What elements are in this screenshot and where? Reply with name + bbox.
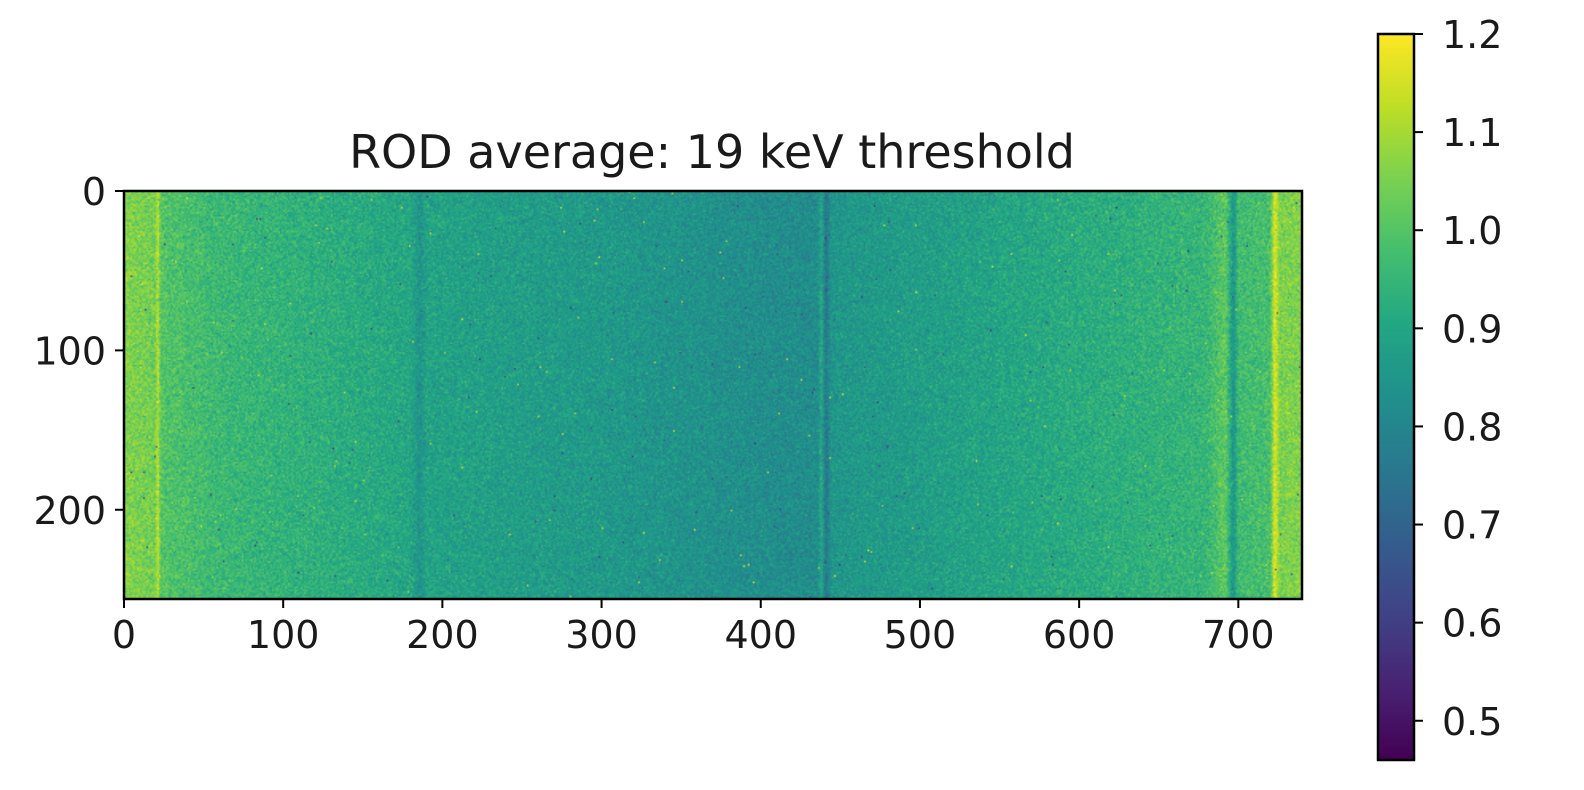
y-axis: 0 100 200	[33, 170, 124, 533]
x-tick-label: 700	[1202, 613, 1275, 657]
colorbar-tick-label: 0.8	[1442, 405, 1502, 449]
colorbar-tick-label: 0.7	[1442, 504, 1502, 548]
colorbar-tick-label: 0.5	[1442, 700, 1502, 744]
x-tick-label: 500	[884, 613, 957, 657]
x-tick-label: 100	[247, 613, 320, 657]
heatmap-image	[124, 191, 1302, 599]
x-tick-label: 400	[724, 613, 797, 657]
heatmap-plot-area	[124, 191, 1302, 599]
y-tick-label: 100	[33, 329, 106, 373]
colorbar-tick-label: 0.6	[1442, 602, 1502, 646]
colorbar-tick-label: 0.9	[1442, 307, 1502, 351]
x-axis: 0 100 200 300 400 500 600 700	[112, 599, 1275, 657]
y-tick-label: 0	[82, 170, 106, 214]
colorbar: 0.5 0.6 0.7 0.8 0.9 1.0 1.1 1.2	[1376, 13, 1502, 762]
colorbar-tick-label: 1.2	[1442, 13, 1502, 57]
colorbar-frame	[1376, 32, 1416, 762]
x-tick-label: 200	[406, 613, 479, 657]
x-tick-label: 0	[112, 613, 136, 657]
plot-frame	[122, 189, 1304, 601]
y-tick-label: 200	[33, 489, 106, 533]
colorbar-axis: 0.5 0.6 0.7 0.8 0.9 1.0 1.1 1.2	[1414, 13, 1502, 744]
colorbar-gradient	[1378, 34, 1414, 760]
colorbar-tick-label: 1.1	[1442, 111, 1502, 155]
colorbar-tick-label: 1.0	[1442, 209, 1502, 253]
x-tick-label: 300	[565, 613, 638, 657]
x-tick-label: 600	[1043, 613, 1116, 657]
chart-title: ROD average: 19 keV threshold	[349, 125, 1075, 179]
